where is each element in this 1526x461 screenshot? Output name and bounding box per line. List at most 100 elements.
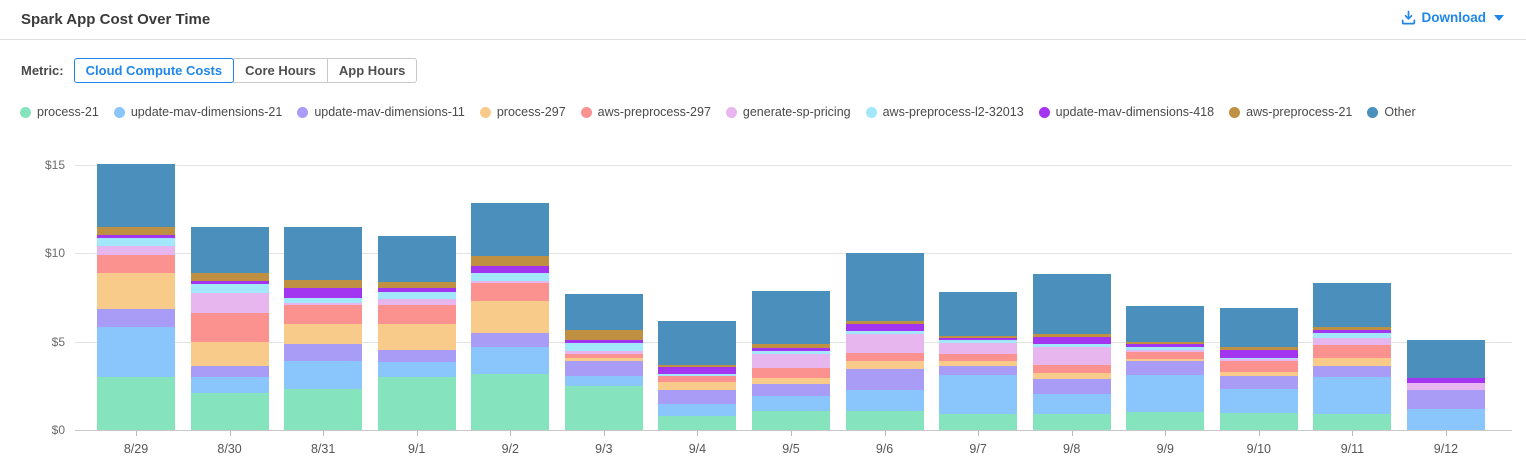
bar-segment-generate-sp-pricing[interactable] xyxy=(939,342,1018,355)
bar-segment-aws-preprocess-l2-32013[interactable] xyxy=(1219,357,1298,360)
bar-segment-process-297[interactable] xyxy=(284,324,363,345)
bar-stack-8-30[interactable] xyxy=(190,226,269,430)
bar-segment-other[interactable] xyxy=(1219,308,1298,347)
legend-item-aws-preprocess-21[interactable]: aws-preprocess-21 xyxy=(1229,105,1352,119)
legend-item-update-mav-dimensions-418[interactable]: update-mav-dimensions-418 xyxy=(1038,105,1214,119)
bar-segment-aws-preprocess-21[interactable] xyxy=(751,344,830,348)
bar-segment-aws-preprocess-21[interactable] xyxy=(190,272,269,281)
bar-segment-aws-preprocess-21[interactable] xyxy=(1219,347,1298,350)
legend-item-other[interactable]: Other xyxy=(1367,105,1416,119)
bar-segment-aws-preprocess-297[interactable] xyxy=(471,282,550,302)
bar-segment-process-21[interactable] xyxy=(845,410,924,430)
bar-segment-generate-sp-pricing[interactable] xyxy=(1032,346,1111,365)
bar-segment-process-21[interactable] xyxy=(97,376,175,430)
bar-segment-update-mav-dimensions-11[interactable] xyxy=(1219,376,1298,390)
bar-segment-update-mav-dimensions-21[interactable] xyxy=(1126,375,1205,413)
bar-segment-aws-preprocess-21[interactable] xyxy=(1126,341,1205,345)
bar-segment-update-mav-dimensions-21[interactable] xyxy=(1406,408,1485,430)
bar-segment-aws-preprocess-l2-32013[interactable] xyxy=(658,373,737,377)
bar-segment-aws-preprocess-297[interactable] xyxy=(1126,352,1205,360)
bar-segment-process-21[interactable] xyxy=(939,414,1018,430)
bar-segment-update-mav-dimensions-21[interactable] xyxy=(471,346,550,375)
bar-segment-aws-preprocess-297[interactable] xyxy=(845,353,924,362)
bar-segment-update-mav-dimensions-418[interactable] xyxy=(1032,337,1111,345)
bar-segment-process-297[interactable] xyxy=(845,361,924,370)
bar-segment-generate-sp-pricing[interactable] xyxy=(1313,338,1392,346)
bar-stack-9-2[interactable] xyxy=(471,203,550,430)
bar-segment-update-mav-dimensions-21[interactable] xyxy=(1219,389,1298,414)
bar-stack-9-4[interactable] xyxy=(658,320,737,430)
legend-item-update-mav-dimensions-21[interactable]: update-mav-dimensions-21 xyxy=(113,105,282,119)
bar-segment-aws-preprocess-l2-32013[interactable] xyxy=(377,292,456,300)
bar-segment-process-21[interactable] xyxy=(377,376,456,430)
bar-segment-aws-preprocess-297[interactable] xyxy=(1032,364,1111,374)
bar-segment-update-mav-dimensions-21[interactable] xyxy=(658,404,737,416)
bar-segment-generate-sp-pricing[interactable] xyxy=(751,354,830,369)
download-button[interactable]: Download xyxy=(1401,10,1504,25)
bar-segment-other[interactable] xyxy=(1313,283,1392,327)
bar-segment-generate-sp-pricing[interactable] xyxy=(845,333,924,354)
bar-segment-update-mav-dimensions-418[interactable] xyxy=(939,338,1018,340)
bar-segment-process-21[interactable] xyxy=(658,415,737,430)
bar-segment-process-297[interactable] xyxy=(97,272,175,309)
bar-segment-aws-preprocess-l2-32013[interactable] xyxy=(845,331,924,334)
bar-segment-update-mav-dimensions-21[interactable] xyxy=(190,377,269,393)
bar-segment-process-21[interactable] xyxy=(284,389,363,430)
bar-segment-update-mav-dimensions-418[interactable] xyxy=(1126,344,1205,347)
bar-segment-update-mav-dimensions-418[interactable] xyxy=(471,265,550,273)
bar-segment-update-mav-dimensions-21[interactable] xyxy=(845,390,924,411)
bar-segment-update-mav-dimensions-11[interactable] xyxy=(658,390,737,405)
bar-stack-9-1[interactable] xyxy=(377,235,456,430)
bar-segment-update-mav-dimensions-418[interactable] xyxy=(284,287,363,298)
bar-segment-update-mav-dimensions-418[interactable] xyxy=(658,367,737,374)
bar-segment-aws-preprocess-297[interactable] xyxy=(284,305,363,324)
bar-segment-aws-preprocess-21[interactable] xyxy=(658,364,737,368)
bar-segment-update-mav-dimensions-11[interactable] xyxy=(751,384,830,396)
bar-segment-other[interactable] xyxy=(751,291,830,345)
bar-stack-9-10[interactable] xyxy=(1219,308,1298,430)
bar-segment-generate-sp-pricing[interactable] xyxy=(377,299,456,305)
bar-segment-other[interactable] xyxy=(471,203,550,257)
bar-segment-process-21[interactable] xyxy=(471,374,550,430)
bar-segment-aws-preprocess-21[interactable] xyxy=(1032,333,1111,338)
legend-item-aws-preprocess-l2-32013[interactable]: aws-preprocess-l2-32013 xyxy=(865,105,1024,119)
bar-segment-aws-preprocess-l2-32013[interactable] xyxy=(1126,347,1205,350)
bar-segment-other[interactable] xyxy=(658,320,737,365)
bar-segment-aws-preprocess-l2-32013[interactable] xyxy=(1032,344,1111,347)
bar-segment-other[interactable] xyxy=(939,292,1018,336)
bar-segment-generate-sp-pricing[interactable] xyxy=(1126,349,1205,353)
bar-segment-process-297[interactable] xyxy=(471,301,550,333)
bar-stack-9-6[interactable] xyxy=(845,253,924,430)
bar-segment-other[interactable] xyxy=(564,294,643,331)
bar-stack-9-5[interactable] xyxy=(751,291,830,430)
bar-segment-process-297[interactable] xyxy=(1313,357,1392,366)
bar-segment-aws-preprocess-21[interactable] xyxy=(471,256,550,266)
bar-segment-generate-sp-pricing[interactable] xyxy=(471,280,550,283)
bar-segment-aws-preprocess-21[interactable] xyxy=(564,330,643,340)
bar-segment-update-mav-dimensions-418[interactable] xyxy=(1219,349,1298,358)
bar-stack-9-8[interactable] xyxy=(1032,273,1111,430)
bar-segment-other[interactable] xyxy=(1032,273,1111,334)
bar-segment-update-mav-dimensions-11[interactable] xyxy=(1126,361,1205,376)
bar-segment-update-mav-dimensions-418[interactable] xyxy=(377,287,456,293)
bar-segment-generate-sp-pricing[interactable] xyxy=(1406,383,1485,391)
legend-item-aws-preprocess-297[interactable]: aws-preprocess-297 xyxy=(580,105,711,119)
bar-segment-other[interactable] xyxy=(1126,305,1205,342)
bar-segment-update-mav-dimensions-11[interactable] xyxy=(564,361,643,377)
bar-stack-9-12[interactable] xyxy=(1406,339,1485,430)
bar-segment-aws-preprocess-l2-32013[interactable] xyxy=(284,297,363,303)
bar-segment-aws-preprocess-21[interactable] xyxy=(845,321,924,325)
bar-segment-other[interactable] xyxy=(1406,339,1485,378)
bar-segment-update-mav-dimensions-21[interactable] xyxy=(751,395,830,412)
bar-segment-process-297[interactable] xyxy=(939,361,1018,367)
bar-segment-process-297[interactable] xyxy=(658,382,737,391)
bar-segment-other[interactable] xyxy=(377,235,456,282)
bar-segment-aws-preprocess-l2-32013[interactable] xyxy=(1313,332,1392,339)
bar-stack-8-29[interactable] xyxy=(97,164,175,430)
bar-segment-update-mav-dimensions-11[interactable] xyxy=(190,366,269,377)
bar-segment-aws-preprocess-l2-32013[interactable] xyxy=(564,342,643,352)
bar-segment-aws-preprocess-21[interactable] xyxy=(1313,326,1392,331)
bar-stack-9-9[interactable] xyxy=(1126,305,1205,430)
bar-segment-process-297[interactable] xyxy=(1032,373,1111,379)
bar-segment-process-21[interactable] xyxy=(190,392,269,430)
